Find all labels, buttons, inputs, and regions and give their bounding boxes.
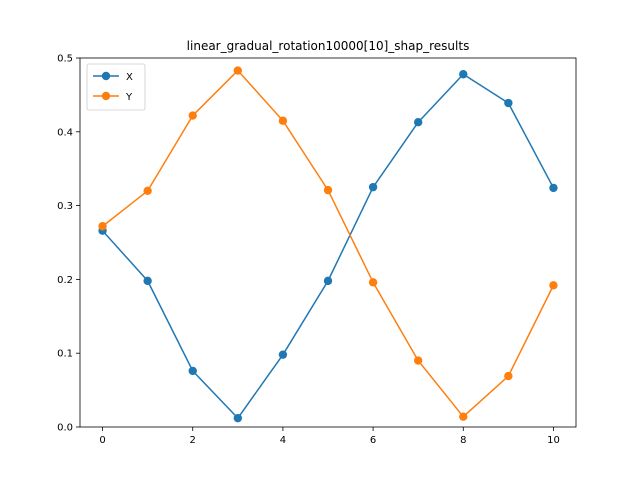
data-point-x — [323, 276, 333, 286]
axes-frame — [79, 57, 577, 428]
x-tick-label: 4 — [280, 435, 286, 446]
chart-title: linear_gradual_rotation10000[10]_shap_re… — [187, 39, 470, 53]
data-point-y — [233, 66, 243, 75]
x-tick-label: 10 — [547, 435, 560, 446]
data-point-x — [278, 350, 288, 359]
data-point-x — [188, 366, 197, 376]
data-point-x — [549, 183, 558, 193]
data-point-y — [98, 222, 107, 231]
legend-label-x: X — [126, 72, 133, 83]
data-point-x — [413, 118, 423, 127]
data-point-y — [504, 371, 513, 381]
legend-swatch-marker — [101, 91, 111, 101]
legend-box — [86, 63, 146, 111]
axes: 0 2 4 6 8 10 0.0 0.1 0.2 0.3 0.4 0.5 — [57, 54, 577, 446]
y-tick-label: 0.5 — [57, 54, 73, 65]
y-tick-label: 0.0 — [57, 423, 73, 434]
legend-label-y: Y — [125, 92, 133, 103]
legend-swatch-marker — [101, 71, 111, 81]
data-point-x — [368, 182, 378, 192]
data-point-y — [143, 186, 152, 196]
data-point-y — [413, 356, 423, 365]
data-point-x — [143, 276, 152, 286]
data-point-x — [233, 413, 243, 423]
y-tick-label: 0.2 — [57, 275, 73, 286]
data-point-y — [188, 111, 197, 120]
data-point-x — [504, 98, 513, 108]
y-tick-label: 0.1 — [57, 349, 73, 360]
legend: XY — [86, 63, 146, 111]
x-tick-label: 6 — [370, 435, 376, 446]
x-tick-label: 0 — [99, 435, 105, 446]
data-point-y — [278, 116, 288, 125]
data-point-y — [459, 412, 468, 421]
data-point-x — [459, 70, 468, 79]
data-point-y — [323, 185, 333, 195]
y-tick-label: 0.4 — [57, 127, 73, 138]
x-tick-label: 2 — [190, 435, 196, 446]
data-point-y — [368, 278, 378, 287]
x-tick-label: 8 — [460, 435, 466, 446]
y-tick-label: 0.3 — [57, 201, 73, 212]
plot-area — [98, 66, 558, 423]
data-point-y — [549, 281, 558, 290]
